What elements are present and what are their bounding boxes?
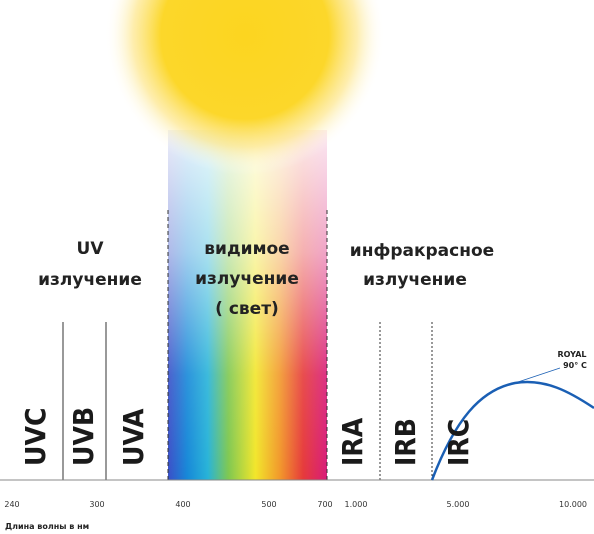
band-label: UVB <box>67 407 100 466</box>
heading: излучение <box>195 269 299 289</box>
band-label: UVA <box>117 408 150 466</box>
heading: излучение <box>38 270 142 290</box>
tick-label: 1.000 <box>345 500 368 509</box>
spectrum-fade <box>168 130 327 480</box>
heading: инфракрасное <box>350 241 494 261</box>
tick-label: 500 <box>261 500 276 509</box>
band-label: UVC <box>19 408 52 466</box>
tick-label: 10.000 <box>559 500 587 509</box>
tick-label: 300 <box>89 500 104 509</box>
tick-label: 240 <box>4 500 19 509</box>
curve-label: ROYAL <box>558 350 587 359</box>
heading: излучение <box>363 270 467 290</box>
band-label: IRB <box>389 418 422 466</box>
tick-label: 700 <box>317 500 332 509</box>
band-label: IRC <box>442 419 475 466</box>
callout-line <box>514 367 561 384</box>
sun <box>105 0 385 175</box>
band-label: IRA <box>336 417 369 466</box>
tick-label: 400 <box>175 500 190 509</box>
heading: UV <box>77 239 105 259</box>
tick-label: 5.000 <box>447 500 470 509</box>
curve-label: 90° C <box>563 361 587 370</box>
emission-curve <box>430 380 594 481</box>
heading: ( свет) <box>215 299 279 319</box>
dividers <box>0 210 594 481</box>
heading: видимое <box>204 239 289 259</box>
axis-label: Длина волны в нм <box>5 522 89 531</box>
